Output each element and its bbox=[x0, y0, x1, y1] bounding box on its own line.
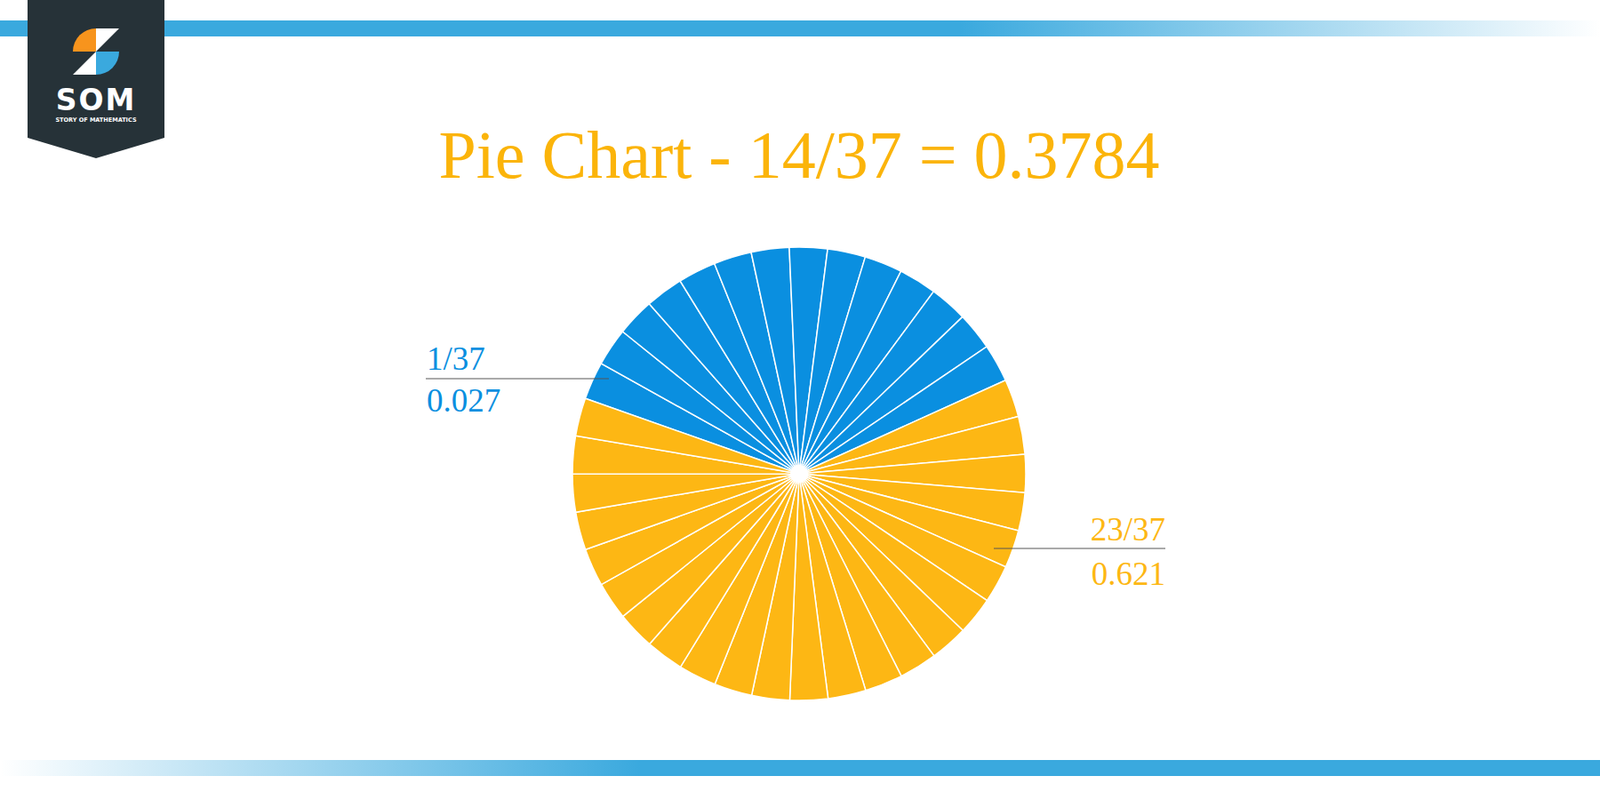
annotation-fraction: 1/37 bbox=[426, 340, 486, 377]
pie bbox=[572, 247, 1026, 701]
center-hole bbox=[790, 464, 808, 483]
logo: SOMSTORY OF MATHEMATICS bbox=[27, 0, 165, 159]
bottom-stripe bbox=[0, 760, 1600, 776]
logo-subtitle: STORY OF MATHEMATICS bbox=[55, 116, 137, 124]
annotation-fraction: 23/37 bbox=[1090, 511, 1166, 548]
logo-badge bbox=[27, 0, 165, 159]
chart: SOMSTORY OF MATHEMATICS Pie Chart - 14/37… bbox=[0, 0, 1600, 800]
slice bbox=[572, 473, 800, 512]
logo-text: SOM bbox=[56, 82, 137, 118]
annotation-decimal: 0.027 bbox=[426, 382, 501, 419]
logo-icon bbox=[72, 28, 120, 75]
leader-line bbox=[993, 548, 1166, 550]
title: Pie Chart - 14/37 = 0.3784 bbox=[438, 117, 1160, 192]
annotation-decimal: 0.621 bbox=[1091, 555, 1166, 592]
logo-icon bbox=[96, 51, 120, 75]
logo-icon bbox=[72, 28, 96, 52]
slice bbox=[576, 398, 800, 474]
leader-line bbox=[425, 378, 609, 380]
top-stripe bbox=[0, 20, 1600, 37]
annotations: 1/37 0.027 23/37 0.621 bbox=[425, 340, 1166, 592]
